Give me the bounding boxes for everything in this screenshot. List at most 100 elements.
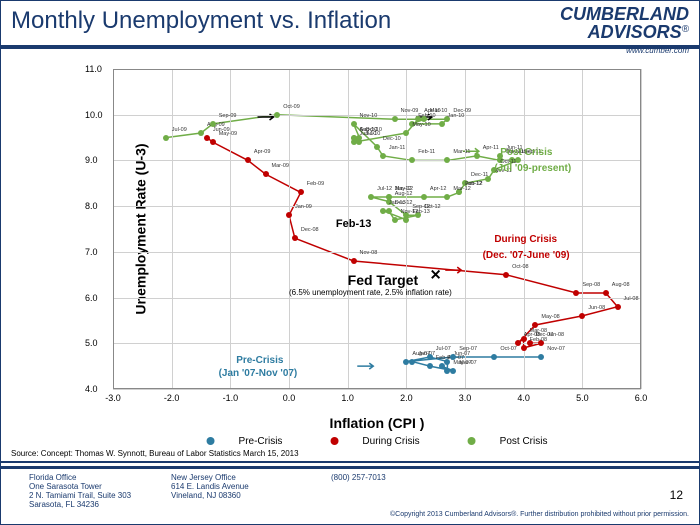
data-point <box>298 189 304 195</box>
data-point <box>286 212 292 218</box>
footer: Florida OfficeOne Sarasota Tower2 N. Tam… <box>1 466 699 524</box>
data-point <box>210 121 216 127</box>
xtick-label: -2.0 <box>164 393 180 403</box>
data-point <box>263 171 269 177</box>
point-label: Jan-09 <box>295 204 312 210</box>
gridline-v <box>582 69 583 389</box>
gridline-v <box>641 69 642 389</box>
point-label: Dec-08 <box>301 227 319 233</box>
legend-label: During Crisis <box>362 436 419 447</box>
point-label: Jan-11 <box>389 145 405 151</box>
point-label: Jan-13 <box>389 200 406 206</box>
gridline-h <box>113 160 641 161</box>
data-point <box>356 135 362 141</box>
footer-col-2: New Jersey Office614 E. Landis AvenueVin… <box>171 473 249 500</box>
data-point <box>351 258 357 264</box>
legend-marker <box>330 437 338 445</box>
data-point <box>573 290 579 296</box>
data-point <box>351 121 357 127</box>
point-label: Jan-08 <box>547 332 564 338</box>
data-point <box>409 157 415 163</box>
data-point <box>210 139 216 145</box>
legend-item: Pre-Crisis <box>195 436 295 447</box>
data-point <box>615 304 621 310</box>
annotation: Fed Target <box>348 272 419 288</box>
point-label: May-08 <box>541 314 559 320</box>
data-point <box>444 194 450 200</box>
point-label: Sep-07 <box>459 346 477 352</box>
xtick-label: -3.0 <box>105 393 121 403</box>
data-point <box>163 135 169 141</box>
data-point <box>245 157 251 163</box>
xtick-label: 5.0 <box>576 393 589 403</box>
ytick-label: 6.0 <box>85 293 98 303</box>
ytick-label: 4.0 <box>85 384 98 394</box>
footer-line: (800) 257-7013 <box>331 473 386 482</box>
point-label: Oct-08 <box>512 264 529 270</box>
point-label: Apr-09 <box>254 149 271 155</box>
xtick-label: -1.0 <box>223 393 239 403</box>
ytick-label: 10.0 <box>85 110 103 120</box>
copyright: ©Copyright 2013 Cumberland Advisors®. Fu… <box>390 511 689 518</box>
ytick-label: 8.0 <box>85 201 98 211</box>
data-point <box>380 153 386 159</box>
data-point <box>444 359 450 365</box>
data-point <box>198 130 204 136</box>
point-label: Aug-08 <box>612 282 630 288</box>
gridline-v <box>406 69 407 389</box>
logo-line2: ADVISORS <box>588 22 682 42</box>
gridline-v <box>172 69 173 389</box>
point-label: Feb-11 <box>418 149 435 155</box>
legend: Pre-Crisis During Crisis Post Crisis <box>183 436 572 447</box>
legend-marker <box>207 437 215 445</box>
point-label: Apr-10 <box>424 108 441 114</box>
y-axis-label: Unemployment Rate (U-3) <box>133 143 149 314</box>
point-label: Mar-09 <box>272 163 289 169</box>
point-label: Jan-10 <box>448 113 465 119</box>
slide: Monthly Unemployment vs. Inflation CUMBE… <box>0 0 700 525</box>
legend-item: During Crisis <box>318 436 431 447</box>
data-point <box>409 359 415 365</box>
annotation: Post Crisis <box>500 147 552 158</box>
annotation: (Dec. '07-June '09) <box>483 250 570 261</box>
legend-label: Post Crisis <box>500 436 548 447</box>
data-point <box>515 340 521 346</box>
xtick-label: 3.0 <box>459 393 472 403</box>
data-point <box>392 217 398 223</box>
annotation: (Jan '07-Nov '07) <box>219 368 298 379</box>
xtick-label: 2.0 <box>400 393 413 403</box>
annotation: (6.5% unemployment rate, 2.5% inflation … <box>289 288 452 297</box>
data-point <box>204 135 210 141</box>
point-label: May-07 <box>453 360 471 366</box>
point-label: Jul-07 <box>436 346 451 352</box>
rule-top <box>1 45 699 49</box>
ytick-label: 11.0 <box>85 64 102 74</box>
point-label: Nov-07 <box>547 346 565 352</box>
point-label: Jul-09 <box>172 127 187 133</box>
data-point <box>427 363 433 369</box>
point-label: Jul-12 <box>377 186 392 192</box>
point-label: Feb-13 <box>412 209 429 215</box>
data-point <box>380 208 386 214</box>
point-label: Apr-11 <box>483 145 499 151</box>
data-point <box>374 144 380 150</box>
data-point <box>503 272 509 278</box>
xtick-label: 6.0 <box>635 393 648 403</box>
gridline-h <box>113 389 641 390</box>
point-label: Jun-08 <box>588 305 605 311</box>
footer-line: Florida Office <box>29 473 131 482</box>
data-point <box>491 354 497 360</box>
data-point <box>444 368 450 374</box>
legend-marker <box>468 437 476 445</box>
point-label: Feb-09 <box>307 181 324 187</box>
footer-line: New Jersey Office <box>171 473 249 482</box>
point-label: Mar-11 <box>453 149 470 155</box>
arrow-icon <box>445 267 461 273</box>
logo-reg: ® <box>682 24 689 35</box>
point-label: Nov-10 <box>360 113 378 119</box>
data-point <box>538 354 544 360</box>
point-label: Nov-08 <box>360 250 378 256</box>
footer-line: One Sarasota Tower <box>29 482 131 491</box>
data-point <box>474 153 480 159</box>
data-point <box>421 194 427 200</box>
